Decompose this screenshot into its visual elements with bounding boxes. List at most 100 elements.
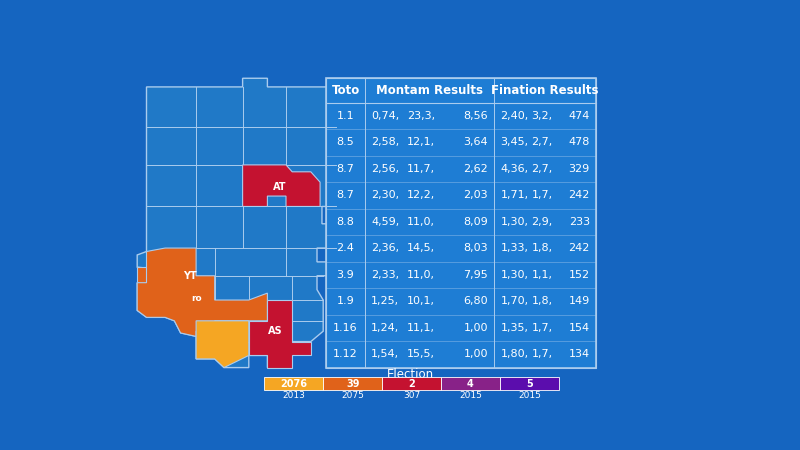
Text: 2,9,: 2,9,	[531, 217, 553, 227]
Text: 4,36,: 4,36,	[501, 164, 529, 174]
Text: 2,62: 2,62	[463, 164, 488, 174]
Text: 242: 242	[569, 190, 590, 200]
Text: 242: 242	[569, 243, 590, 253]
Text: 8.7: 8.7	[337, 164, 354, 174]
Text: 1.16: 1.16	[334, 323, 358, 333]
Text: 6,80: 6,80	[463, 296, 488, 306]
Text: 8,09: 8,09	[463, 217, 488, 227]
Text: 1,71,: 1,71,	[501, 190, 529, 200]
Text: 1.1: 1.1	[337, 111, 354, 121]
Text: 12,2,: 12,2,	[407, 190, 435, 200]
Text: 3.9: 3.9	[337, 270, 354, 280]
Text: 474: 474	[569, 111, 590, 121]
Text: 2,56,: 2,56,	[371, 164, 399, 174]
Text: 14,5,: 14,5,	[407, 243, 435, 253]
Text: 2075: 2075	[342, 391, 364, 400]
Text: 2,7,: 2,7,	[531, 164, 553, 174]
Text: Toto: Toto	[331, 84, 360, 97]
Text: 1,00: 1,00	[464, 349, 488, 360]
Text: 2,7,: 2,7,	[531, 137, 553, 147]
FancyBboxPatch shape	[326, 78, 596, 368]
Text: 11,0,: 11,0,	[407, 270, 435, 280]
FancyBboxPatch shape	[500, 377, 558, 390]
Text: 2076: 2076	[280, 378, 307, 388]
Text: 1,7,: 1,7,	[531, 190, 553, 200]
Text: 2,36,: 2,36,	[371, 243, 399, 253]
Polygon shape	[196, 321, 249, 368]
Polygon shape	[249, 300, 310, 368]
Text: 1,24,: 1,24,	[371, 323, 399, 333]
FancyBboxPatch shape	[382, 377, 441, 390]
Text: 8.8: 8.8	[337, 217, 354, 227]
Text: 8,56: 8,56	[463, 111, 488, 121]
Text: 2,03: 2,03	[463, 190, 488, 200]
Text: 3,45,: 3,45,	[501, 137, 529, 147]
Text: 2,33,: 2,33,	[371, 270, 399, 280]
Text: 12,1,: 12,1,	[407, 137, 435, 147]
Text: 1,8,: 1,8,	[531, 243, 553, 253]
Text: 1,80,: 1,80,	[501, 349, 529, 360]
Text: 11,7,: 11,7,	[407, 164, 435, 174]
Text: 1,70,: 1,70,	[501, 296, 529, 306]
Text: 2,40,: 2,40,	[501, 111, 529, 121]
Text: 152: 152	[569, 270, 590, 280]
Text: 1.12: 1.12	[333, 349, 358, 360]
Text: 11,1,: 11,1,	[407, 323, 435, 333]
Text: 7,95: 7,95	[463, 270, 488, 280]
Text: Election: Election	[386, 368, 434, 381]
Text: 23,3,: 23,3,	[407, 111, 435, 121]
Text: 1.9: 1.9	[337, 296, 354, 306]
Text: 0,74,: 0,74,	[371, 111, 399, 121]
Text: YT: YT	[183, 271, 197, 281]
Polygon shape	[138, 78, 336, 368]
Text: 1,54,: 1,54,	[371, 349, 399, 360]
Text: 2,30,: 2,30,	[371, 190, 399, 200]
Polygon shape	[242, 165, 320, 207]
Text: 1,1,: 1,1,	[531, 270, 553, 280]
Text: 134: 134	[569, 349, 590, 360]
Text: 1,35,: 1,35,	[501, 323, 529, 333]
Text: 1,30,: 1,30,	[501, 270, 529, 280]
Text: 10,1,: 10,1,	[407, 296, 435, 306]
Text: 149: 149	[569, 296, 590, 306]
Text: 1,7,: 1,7,	[531, 323, 553, 333]
Polygon shape	[138, 248, 267, 337]
Text: 15,5,: 15,5,	[407, 349, 435, 360]
Text: Montam Results: Montam Results	[376, 84, 483, 97]
Text: AS: AS	[268, 326, 282, 336]
Text: 1,7,: 1,7,	[531, 349, 553, 360]
Text: 2013: 2013	[282, 391, 305, 400]
Text: 3,64: 3,64	[463, 137, 488, 147]
Text: 233: 233	[569, 217, 590, 227]
FancyBboxPatch shape	[323, 377, 382, 390]
Text: 39: 39	[346, 378, 359, 388]
Text: 2.4: 2.4	[337, 243, 354, 253]
Text: 307: 307	[403, 391, 420, 400]
FancyBboxPatch shape	[441, 377, 500, 390]
Text: 154: 154	[569, 323, 590, 333]
Text: 478: 478	[569, 137, 590, 147]
Text: 4,59,: 4,59,	[371, 217, 399, 227]
Text: 2015: 2015	[459, 391, 482, 400]
Text: 1,8,: 1,8,	[531, 296, 553, 306]
Text: 4: 4	[467, 378, 474, 388]
Text: 1,33,: 1,33,	[501, 243, 529, 253]
Text: Fination Results: Fination Results	[491, 84, 599, 97]
Text: 1,00: 1,00	[464, 323, 488, 333]
FancyBboxPatch shape	[264, 377, 323, 390]
FancyBboxPatch shape	[138, 267, 154, 283]
Text: AT: AT	[273, 182, 286, 193]
Text: 1,25,: 1,25,	[371, 296, 399, 306]
Text: 329: 329	[569, 164, 590, 174]
Text: 2: 2	[408, 378, 415, 388]
Text: 1,30,: 1,30,	[501, 217, 529, 227]
Text: 2,58,: 2,58,	[371, 137, 399, 147]
Text: 8.5: 8.5	[337, 137, 354, 147]
Text: 3,2,: 3,2,	[531, 111, 553, 121]
Text: 5: 5	[526, 378, 533, 388]
Text: 8,03: 8,03	[463, 243, 488, 253]
Text: 11,0,: 11,0,	[407, 217, 435, 227]
Text: ro: ro	[190, 294, 202, 303]
Text: 8.7: 8.7	[337, 190, 354, 200]
Text: 2015: 2015	[518, 391, 541, 400]
